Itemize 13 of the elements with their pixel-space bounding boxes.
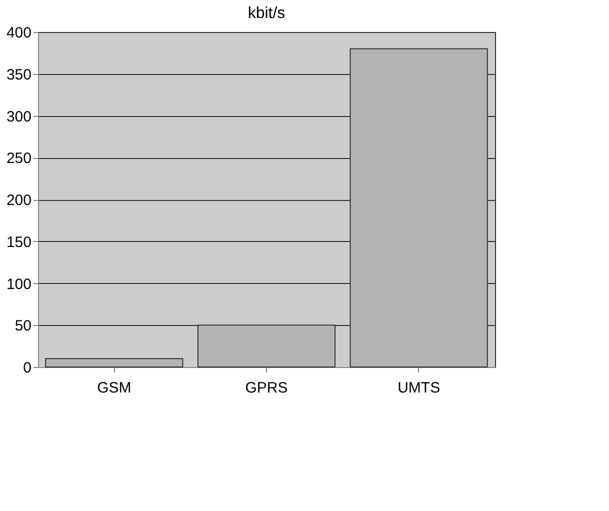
x-tick-label: UMTS: [398, 380, 440, 396]
y-tick-label: 400: [6, 24, 32, 42]
y-tick-label: 150: [6, 234, 32, 251]
y-tick-label: 250: [6, 150, 32, 168]
y-tick-label: 50: [14, 318, 32, 335]
y-tick-label: 0: [23, 360, 32, 376]
y-tick-label: 200: [6, 192, 32, 209]
x-tick-label: GPRS: [245, 380, 288, 396]
y-tick-label: 300: [6, 108, 32, 126]
x-tick-label: GSM: [97, 380, 132, 396]
y-tick-label: 350: [6, 66, 32, 84]
y-tick-label: 100: [6, 276, 32, 293]
chart-title: kbit/s: [248, 5, 286, 22]
